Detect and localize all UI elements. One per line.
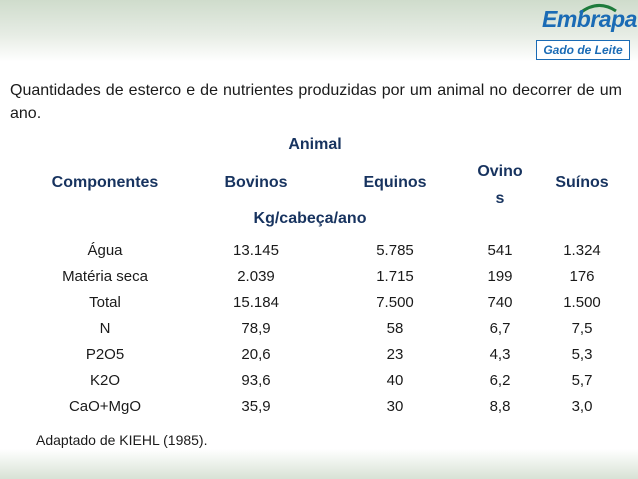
cell-equinos: 1.715 — [376, 268, 414, 285]
cell-componente: Água — [87, 242, 123, 259]
cell-equinos: 40 — [386, 372, 404, 389]
cell-componente: P2O5 — [85, 346, 125, 363]
cell-componente: CaO+MgO — [68, 398, 142, 415]
cell-bovinos: 35,9 — [241, 398, 271, 415]
cell-componente: K2O — [89, 372, 120, 389]
cell-suinos: 1.324 — [563, 242, 601, 259]
cell-ovinos: 8,8 — [489, 398, 511, 415]
cell-ovinos: 6,2 — [489, 372, 511, 389]
cell-equinos: 58 — [386, 320, 404, 337]
cell-ovinos: 740 — [487, 294, 513, 311]
cell-equinos: 23 — [386, 346, 404, 363]
group-header-animal: Animal — [288, 136, 342, 153]
embrapa-logo: Embrapa Gado de Leite — [528, 4, 637, 60]
cell-ovinos: 6,7 — [489, 320, 511, 337]
cell-suinos: 5,3 — [571, 346, 593, 363]
cell-componente: Matéria seca — [62, 268, 148, 285]
cell-bovinos: 13.145 — [233, 242, 279, 259]
cell-componente: N — [99, 320, 111, 337]
cell-ovinos: 199 — [487, 268, 513, 285]
cell-equinos: 7.500 — [376, 294, 414, 311]
cell-bovinos: 2.039 — [237, 268, 275, 285]
source-note: Adaptado de KIEHL (1985). — [36, 432, 208, 448]
cell-ovinos: 541 — [487, 242, 513, 259]
header-band: Embrapa Gado de Leite — [0, 0, 638, 62]
cell-suinos: 1.500 — [563, 294, 601, 311]
cell-componente: Total — [89, 294, 121, 311]
cell-equinos: 30 — [386, 398, 404, 415]
col-header-equinos: Equinos — [363, 174, 427, 191]
cell-equinos: 5.785 — [376, 242, 414, 259]
footer-band — [0, 449, 638, 479]
col-header-suinos: Suínos — [555, 174, 609, 191]
cell-suinos: 7,5 — [571, 320, 593, 337]
cell-suinos: 3,0 — [571, 398, 593, 415]
logo-wordmark: Embrapa — [542, 6, 637, 32]
cell-bovinos: 78,9 — [241, 320, 271, 337]
col-header-componentes: Componentes — [51, 174, 159, 191]
col-header-bovinos: Bovinos — [224, 174, 288, 191]
unit-header: Kg/cabeça/ano — [253, 210, 367, 227]
cell-bovinos: 93,6 — [241, 372, 271, 389]
logo-subtitle: Gado de Leite — [536, 40, 630, 60]
table-description: Quantidades de esterco e de nutrientes p… — [10, 82, 622, 122]
cell-bovinos: 20,6 — [241, 346, 271, 363]
cell-bovinos: 15.184 — [233, 294, 279, 311]
cell-suinos: 176 — [569, 268, 595, 285]
col-header-ovinos-line2: s — [495, 190, 505, 207]
col-header-ovinos-line1: Ovino — [477, 163, 523, 180]
cell-suinos: 5,7 — [571, 372, 593, 389]
logo-arc-icon — [579, 4, 617, 15]
cell-ovinos: 4,3 — [489, 346, 511, 363]
header-gradient — [0, 0, 638, 62]
